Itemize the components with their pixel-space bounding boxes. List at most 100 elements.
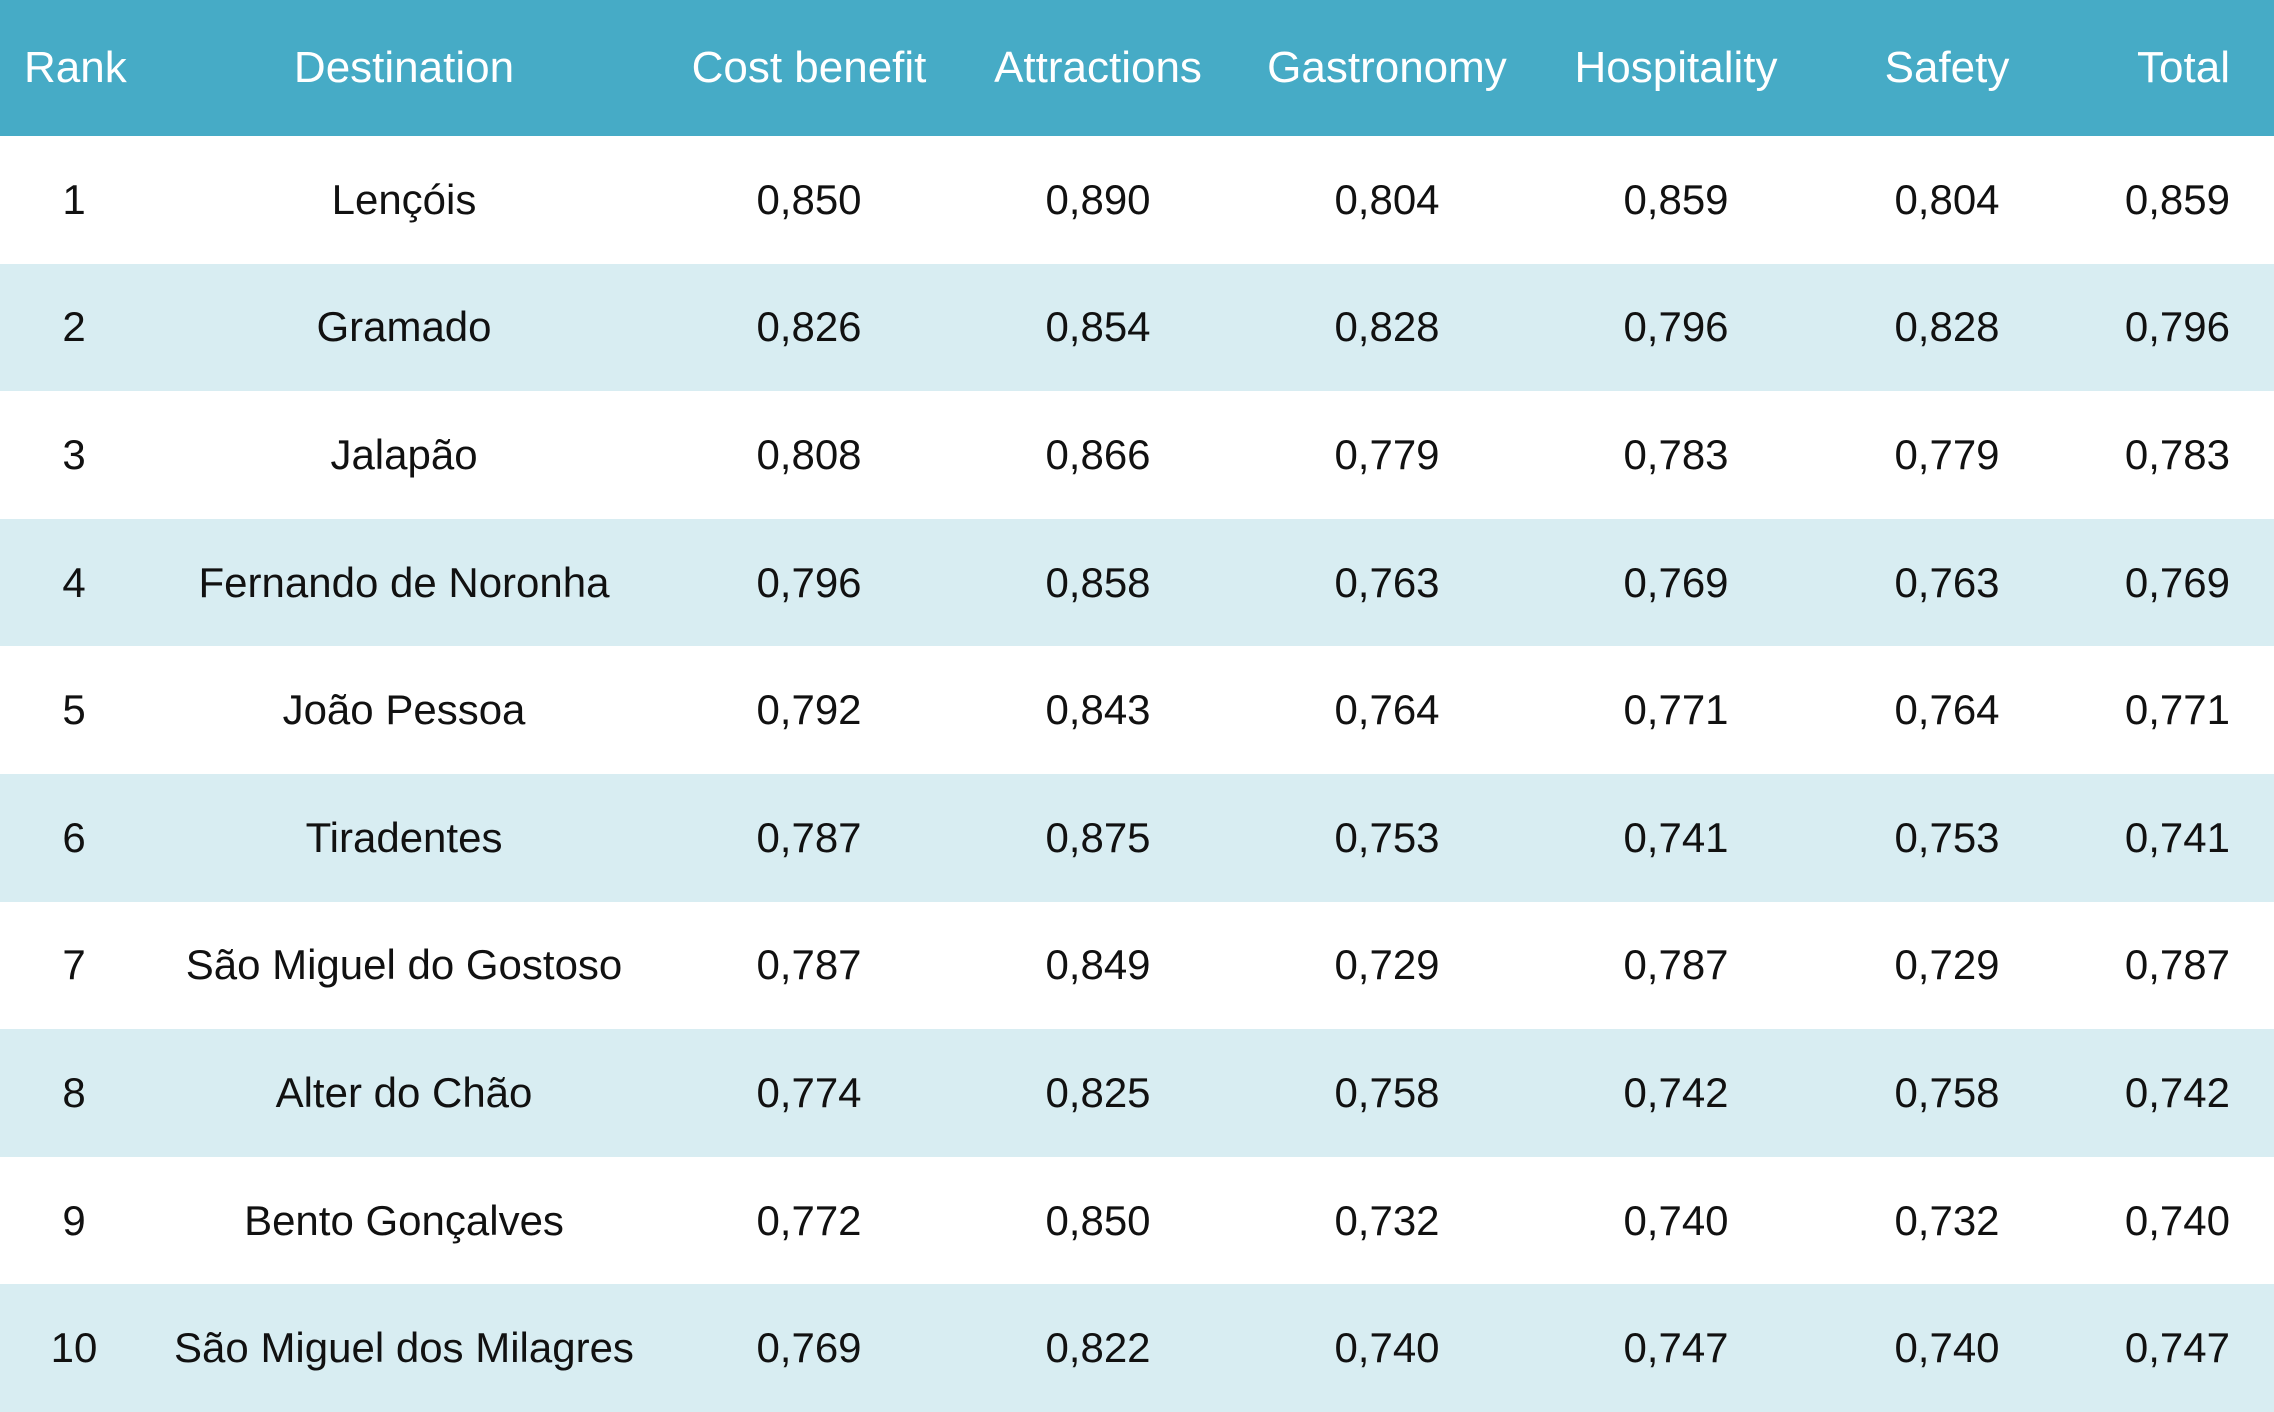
cell-hospitality: 0,741 (1623, 813, 1729, 861)
cell-gastronomy: 0,779 (1334, 430, 1440, 478)
cell-destination: Jalapão (330, 430, 478, 478)
cell-rank: 8 (62, 1068, 86, 1116)
cell-cost-benefit: 0,769 (756, 1324, 862, 1372)
cell-attractions: 0,858 (1045, 558, 1151, 606)
cell-rank: 1 (62, 175, 86, 223)
cell-safety: 0,753 (1894, 813, 2000, 861)
cell-cost-benefit: 0,808 (756, 430, 862, 478)
cell-rank: 5 (62, 686, 86, 734)
cell-hospitality: 0,769 (1623, 558, 1729, 606)
cell-cost-benefit: 0,774 (756, 1068, 862, 1116)
cell-gastronomy: 0,828 (1334, 303, 1440, 351)
cell-hospitality: 0,747 (1623, 1324, 1729, 1372)
cell-cost-benefit: 0,796 (756, 558, 862, 606)
cell-hospitality: 0,771 (1623, 686, 1729, 734)
cell-safety: 0,732 (1894, 1196, 2000, 1244)
table-row: 2 Gramado 0,826 0,854 0,828 0,796 0,828 0,796 (0, 263, 2274, 392)
cell-cost-benefit: 0,792 (756, 686, 862, 734)
header-destination: Destination (293, 43, 515, 92)
cell-gastronomy: 0,729 (1334, 941, 1440, 989)
cell-rank: 10 (50, 1324, 98, 1372)
header-safety: Safety (1884, 43, 2010, 92)
header-total: Total (2137, 43, 2230, 92)
cell-attractions: 0,854 (1045, 303, 1151, 351)
cell-destination: Bento Gonçalves (244, 1196, 564, 1244)
cell-safety: 0,828 (1894, 303, 2000, 351)
cell-safety: 0,763 (1894, 558, 2000, 606)
cell-hospitality: 0,787 (1623, 941, 1729, 989)
table-header-row: Rank Destination Cost benefit Attraction… (0, 0, 2274, 136)
cell-destination: São Miguel do Gostoso (185, 941, 623, 989)
cell-total: 0,783 (2124, 430, 2230, 478)
cell-attractions: 0,843 (1045, 686, 1151, 734)
cell-safety: 0,804 (1894, 175, 2000, 223)
cell-safety: 0,740 (1894, 1324, 2000, 1372)
cell-total: 0,796 (2124, 303, 2230, 351)
cell-hospitality: 0,742 (1623, 1068, 1729, 1116)
cell-gastronomy: 0,732 (1334, 1196, 1440, 1244)
cell-destination: Fernando de Noronha (198, 558, 610, 606)
table-row: 1 Lençóis 0,850 0,890 0,804 0,859 0,804 0,859 (0, 136, 2274, 264)
cell-total: 0,742 (2124, 1068, 2230, 1116)
cell-total: 0,769 (2124, 558, 2230, 606)
cell-rank: 9 (62, 1196, 86, 1244)
cell-gastronomy: 0,753 (1334, 813, 1440, 861)
cell-cost-benefit: 0,850 (756, 175, 862, 223)
cell-total: 0,747 (2124, 1324, 2230, 1372)
cell-cost-benefit: 0,787 (756, 813, 862, 861)
cell-attractions: 0,849 (1045, 941, 1151, 989)
table-row: 6 Tiradentes 0,787 0,875 0,753 0,741 0,753 0,74… (0, 773, 2274, 902)
table-row: 3 Jalapão 0,808 0,866 0,779 0,783 0,779 0,783 (0, 391, 2274, 519)
header-rank: Rank (24, 43, 127, 92)
cell-destination: Gramado (316, 303, 492, 351)
cell-destination: Tiradentes (305, 813, 503, 861)
cell-total: 0,771 (2124, 686, 2230, 734)
table-row: 10 São Miguel dos Milagres 0,769 0,822 0,740… (0, 1284, 2274, 1412)
cell-safety: 0,729 (1894, 941, 2000, 989)
cell-safety: 0,758 (1894, 1068, 2000, 1116)
cell-rank: 3 (62, 430, 86, 478)
cell-total: 0,741 (2124, 813, 2230, 861)
cell-rank: 2 (62, 303, 86, 351)
table-row: 4 Fernando de Noronha 0,796 0,858 0,763 0,769… (0, 518, 2274, 647)
table-row: 9 Bento Gonçalves 0,772 0,850 0,732 0,740 0,73… (0, 1156, 2274, 1285)
cell-rank: 6 (62, 813, 86, 861)
cell-hospitality: 0,740 (1623, 1196, 1729, 1244)
table-row: 5 João Pessoa 0,792 0,843 0,764 0,771 0,764 0,7… (0, 646, 2274, 774)
cell-attractions: 0,822 (1045, 1324, 1151, 1372)
cell-total: 0,740 (2124, 1196, 2230, 1244)
cell-total: 0,787 (2124, 941, 2230, 989)
cell-gastronomy: 0,740 (1334, 1324, 1440, 1372)
cell-safety: 0,779 (1894, 430, 2000, 478)
cell-cost-benefit: 0,826 (756, 303, 862, 351)
cell-destination: São Miguel dos Milagres (174, 1324, 634, 1372)
cell-destination: João Pessoa (282, 686, 526, 734)
cell-gastronomy: 0,764 (1334, 686, 1440, 734)
cell-destination: Lençóis (331, 175, 477, 223)
cell-rank: 4 (62, 558, 86, 606)
header-attractions: Attractions (994, 43, 1202, 92)
cell-cost-benefit: 0,787 (756, 941, 862, 989)
cell-destination: Alter do Chão (275, 1068, 533, 1116)
cell-total: 0,859 (2124, 175, 2230, 223)
table-body: 1 Lençóis 0,850 0,890 0,804 0,859 0,804 0,859 2 G… (0, 136, 2274, 1412)
table-row: 8 Alter do Chão 0,774 0,825 0,758 0,742 0,758 0… (0, 1029, 2274, 1157)
cell-hospitality: 0,859 (1623, 175, 1729, 223)
cell-gastronomy: 0,758 (1334, 1068, 1440, 1116)
cell-attractions: 0,890 (1045, 175, 1151, 223)
cell-attractions: 0,850 (1045, 1196, 1151, 1244)
cell-hospitality: 0,796 (1623, 303, 1729, 351)
cell-attractions: 0,825 (1045, 1068, 1151, 1116)
cell-attractions: 0,866 (1045, 430, 1151, 478)
cell-safety: 0,764 (1894, 686, 2000, 734)
cell-gastronomy: 0,804 (1334, 175, 1440, 223)
cell-rank: 7 (62, 941, 86, 989)
header-gastronomy: Gastronomy (1267, 43, 1507, 92)
header-hospitality: Hospitality (1574, 43, 1778, 92)
cell-hospitality: 0,783 (1623, 430, 1729, 478)
table-row: 7 São Miguel do Gostoso 0,787 0,849 0,729 0,7… (0, 901, 2274, 1030)
header-cost-benefit: Cost benefit (691, 43, 927, 92)
cell-gastronomy: 0,763 (1334, 558, 1440, 606)
cell-cost-benefit: 0,772 (756, 1196, 862, 1244)
